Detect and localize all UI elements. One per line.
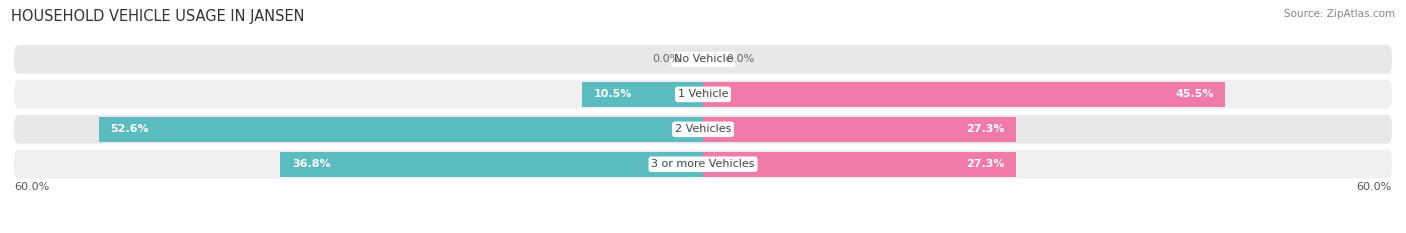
Bar	[582, 82, 703, 107]
Text: 45.5%: 45.5%	[1175, 89, 1213, 99]
Text: 60.0%: 60.0%	[1357, 182, 1392, 192]
Text: 0.0%: 0.0%	[652, 55, 681, 64]
Text: 27.3%: 27.3%	[966, 124, 1005, 134]
Text: 3 or more Vehicles: 3 or more Vehicles	[651, 159, 755, 169]
Text: HOUSEHOLD VEHICLE USAGE IN JANSEN: HOUSEHOLD VEHICLE USAGE IN JANSEN	[11, 9, 305, 24]
FancyBboxPatch shape	[14, 150, 1392, 179]
FancyBboxPatch shape	[14, 115, 1392, 144]
Bar	[703, 152, 1017, 177]
Bar	[280, 152, 703, 177]
Text: No Vehicle: No Vehicle	[673, 55, 733, 64]
Legend: Owner-occupied, Renter-occupied: Owner-occupied, Renter-occupied	[582, 229, 824, 233]
Text: 2 Vehicles: 2 Vehicles	[675, 124, 731, 134]
Text: 52.6%: 52.6%	[111, 124, 149, 134]
Bar	[703, 117, 1017, 142]
FancyBboxPatch shape	[14, 80, 1392, 109]
FancyBboxPatch shape	[14, 45, 1392, 74]
Bar	[98, 117, 703, 142]
Bar	[703, 82, 1226, 107]
Text: 36.8%: 36.8%	[292, 159, 330, 169]
Text: 1 Vehicle: 1 Vehicle	[678, 89, 728, 99]
Text: 10.5%: 10.5%	[593, 89, 633, 99]
Text: Source: ZipAtlas.com: Source: ZipAtlas.com	[1284, 9, 1395, 19]
Text: 27.3%: 27.3%	[966, 159, 1005, 169]
Text: 0.0%: 0.0%	[725, 55, 754, 64]
Text: 60.0%: 60.0%	[14, 182, 49, 192]
